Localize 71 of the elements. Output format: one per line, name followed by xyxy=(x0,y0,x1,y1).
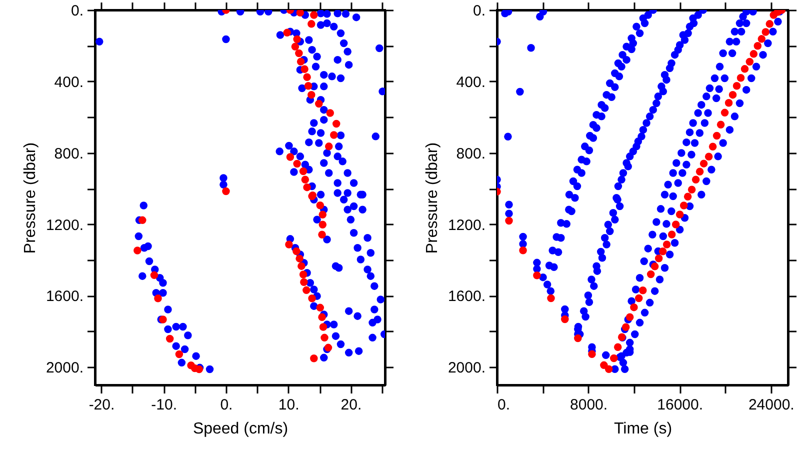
point xyxy=(316,201,324,210)
point xyxy=(293,160,301,168)
point xyxy=(283,28,291,37)
y-tick-label: 2000. xyxy=(46,360,84,377)
point xyxy=(318,210,327,219)
y-tick-label: 1200. xyxy=(46,216,84,234)
point xyxy=(308,20,316,28)
x-tick-label: 16000. xyxy=(657,396,704,414)
point xyxy=(166,334,174,343)
y-tick-label: 400. xyxy=(456,74,486,91)
x-tick-label: -20. xyxy=(88,396,115,414)
point xyxy=(299,167,308,176)
point xyxy=(330,131,338,139)
point xyxy=(320,334,328,342)
x-tick-label: 10. xyxy=(278,396,300,414)
y-tick-label: 0. xyxy=(472,2,486,20)
point xyxy=(326,109,334,117)
y-tick-label: 2000. xyxy=(448,360,486,377)
point xyxy=(310,354,318,362)
point xyxy=(175,350,184,358)
point xyxy=(286,153,294,161)
point xyxy=(332,120,340,128)
x-tick-label: 0. xyxy=(498,396,510,414)
point xyxy=(325,142,333,150)
x-tick-label: 0. xyxy=(220,396,233,414)
y-axis-title: Pressure (dbar) xyxy=(424,142,441,254)
point xyxy=(299,270,308,278)
y-tick-label: 800. xyxy=(54,145,84,162)
point xyxy=(222,187,230,196)
point xyxy=(315,100,323,108)
point xyxy=(303,183,311,192)
x-tick-label: -10. xyxy=(151,396,178,414)
point xyxy=(138,216,146,224)
y-tick-label: 800. xyxy=(456,145,486,162)
x-axis-title: Speed (cm/s) xyxy=(192,420,288,438)
point xyxy=(296,254,304,262)
point xyxy=(300,278,308,286)
y-tick-label: 1600. xyxy=(46,288,84,306)
point xyxy=(316,304,324,312)
point xyxy=(300,65,308,73)
point xyxy=(285,240,293,248)
point xyxy=(296,10,304,17)
x-tick-label: 20. xyxy=(340,396,362,414)
point xyxy=(308,90,316,99)
point xyxy=(301,176,310,184)
point xyxy=(304,82,312,90)
point xyxy=(319,323,328,331)
point xyxy=(318,230,326,239)
point xyxy=(134,246,142,254)
point xyxy=(308,294,316,302)
point xyxy=(154,294,162,302)
point xyxy=(318,220,327,229)
point xyxy=(298,262,306,270)
point xyxy=(303,73,311,82)
x-tick-label: 8000. xyxy=(570,396,608,414)
point xyxy=(310,11,318,19)
point xyxy=(291,42,300,50)
point xyxy=(295,49,303,58)
x-axis-title: Time (s) xyxy=(614,420,672,438)
point xyxy=(292,247,300,256)
y-tick-label: 400. xyxy=(54,74,84,91)
point xyxy=(296,58,305,66)
x-tick-label: 24000. xyxy=(748,396,794,414)
point xyxy=(302,286,310,294)
y-tick-label: 0. xyxy=(70,2,84,20)
y-axis-title: Pressure (dbar) xyxy=(22,142,39,254)
point xyxy=(293,35,301,44)
point xyxy=(150,271,158,280)
y-tick-label: 1200. xyxy=(448,216,486,234)
y-tick-label: 1600. xyxy=(448,288,486,306)
point xyxy=(318,313,326,322)
